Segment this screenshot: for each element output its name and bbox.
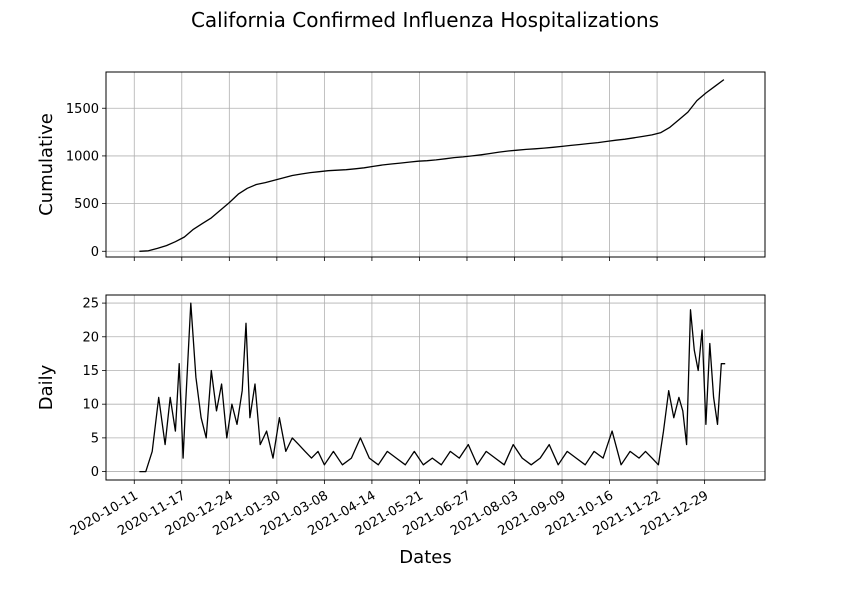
daily-series-line [139, 302, 726, 473]
y-tick-label: 0 [91, 465, 99, 480]
axes-frame [105, 294, 766, 481]
y-tick-label: 25 [82, 297, 99, 312]
y-tick-label: 10 [82, 398, 99, 413]
y-axis-label: Daily [36, 364, 57, 410]
y-tick-label: 1500 [66, 102, 99, 117]
axes-frame [105, 71, 766, 258]
y-tick-label: 15 [82, 364, 99, 379]
y-tick-label: 500 [74, 197, 99, 212]
y-axis-label: Cumulative [36, 113, 57, 216]
x-axis-label: Dates [399, 547, 451, 568]
cumulative-series-line [139, 79, 725, 252]
y-tick-label: 0 [91, 245, 99, 260]
cumulative-panel: 0 500 1000 1500 Cumulative [36, 71, 766, 261]
y-tick-label: 20 [82, 330, 99, 345]
daily-panel: 2020-10-112020-11-172020-12-242021-01-30… [36, 294, 766, 568]
y-tick-label: 1000 [66, 149, 99, 164]
chart-title: California Confirmed Influenza Hospitali… [190, 8, 660, 32]
y-tick-label: 5 [91, 431, 99, 446]
